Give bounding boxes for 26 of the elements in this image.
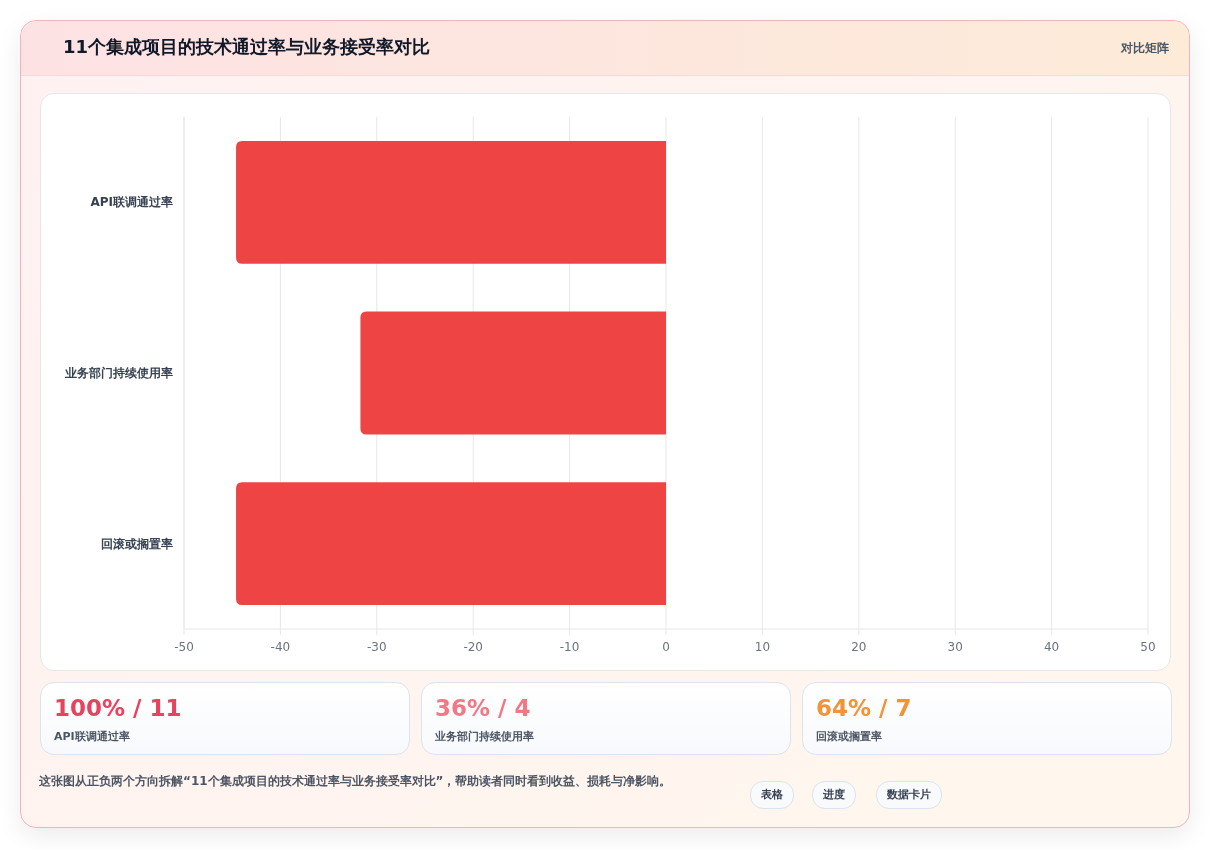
- x-tick-label: 40: [1043, 640, 1060, 654]
- x-tick-label: -20: [463, 640, 483, 654]
- text: 回滚或搁置率: [816, 729, 882, 744]
- text: 36% / 4: [435, 695, 531, 721]
- text: 进度: [812, 781, 856, 809]
- x-tick-label: -30: [367, 640, 387, 654]
- text: 数据卡片: [876, 781, 942, 809]
- text: 64% / 7: [816, 695, 912, 721]
- x-tick-label: 30: [947, 640, 963, 654]
- text: 表格: [750, 781, 794, 809]
- text: 100% / 11: [54, 695, 182, 721]
- y-tick-label: API联调通过率: [90, 195, 173, 210]
- chart-title: 11个集成项目的技术通过率与业务接受率对比: [63, 35, 431, 59]
- x-tick-label: 20: [851, 640, 867, 654]
- x-tick-label: -40: [270, 640, 291, 654]
- text: 业务部门持续使用率: [435, 729, 534, 744]
- x-tick-label: 0: [662, 640, 670, 654]
- x-tick-label: 50: [1140, 640, 1156, 654]
- text: 这张图从正负两个方向拆解“11个集成项目的技术通过率与业务接受率对比”，帮助读者同时看到收益、损耗与净影响。: [39, 773, 673, 790]
- y-tick-label: 回滚或搁置率: [101, 536, 173, 551]
- text: API联调通过率: [54, 729, 130, 744]
- x-tick-label: 10: [754, 640, 771, 654]
- text: 对比矩阵: [1121, 40, 1169, 57]
- x-tick-label: -50: [174, 640, 194, 654]
- y-tick-label: 业务部门持续使用率: [64, 366, 173, 380]
- x-tick-label: -10: [559, 640, 580, 654]
